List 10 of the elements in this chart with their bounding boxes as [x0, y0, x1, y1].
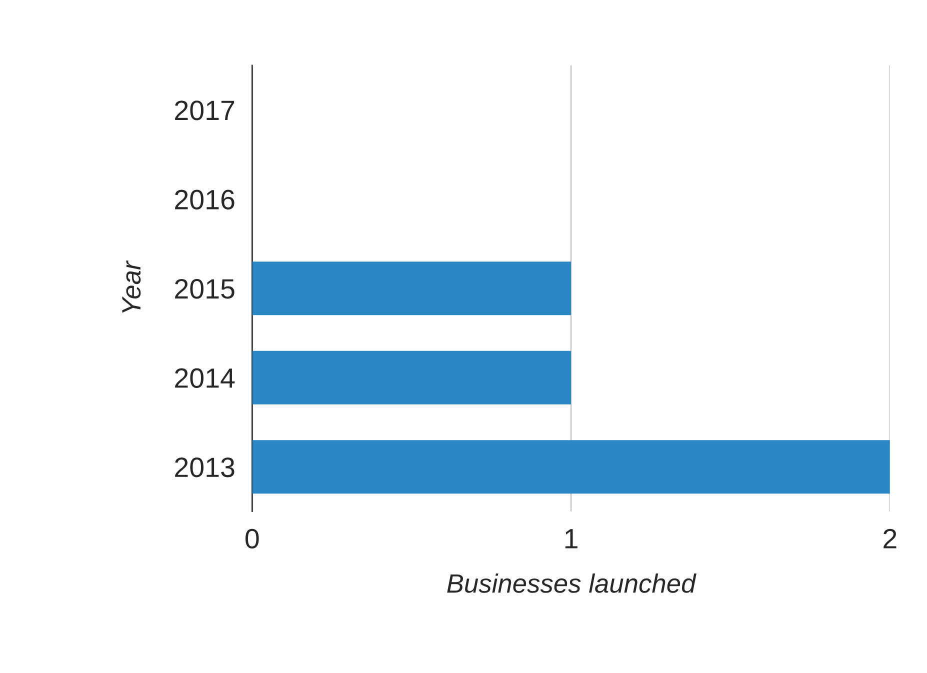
x-tick-label: 2: [884, 528, 896, 548]
y-tick-label: 2017: [175, 100, 234, 120]
y-tick-label: 2016: [175, 190, 234, 210]
x-tick-label: 0: [246, 528, 259, 549]
y-axis-title: Year: [122, 260, 141, 313]
y-tick-label: 2014: [175, 368, 235, 388]
y-tick-label: 2015: [175, 279, 234, 299]
y-tick-label: 2013: [175, 458, 234, 478]
x-axis-title: Businesses launched: [447, 573, 696, 593]
x-tick-label: 1: [565, 529, 578, 548]
